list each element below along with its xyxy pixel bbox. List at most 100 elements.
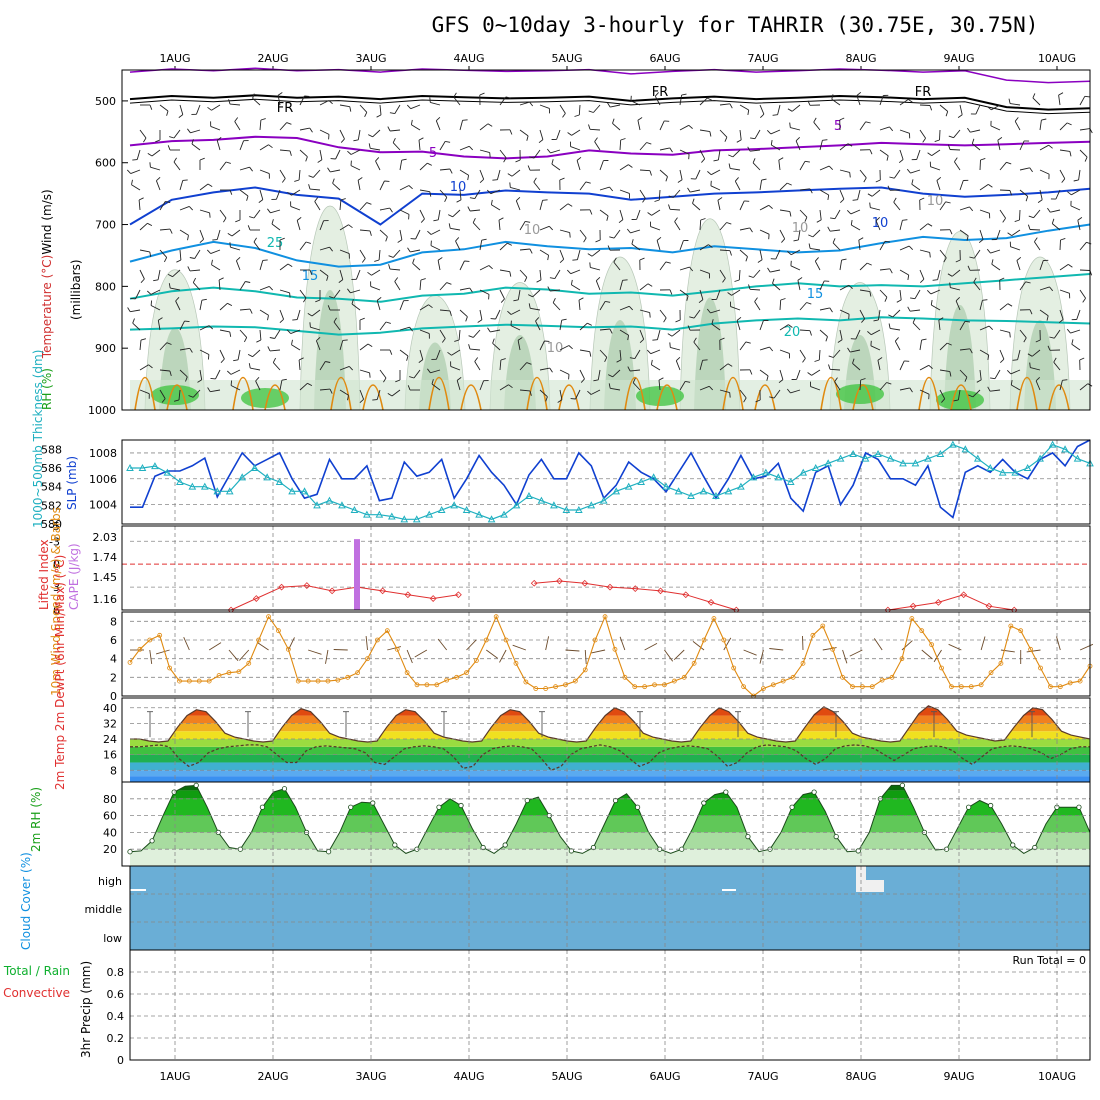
wind-speed-marker: [513, 660, 519, 666]
surface-temp-contour: [852, 384, 874, 411]
wind-barb-flag: [587, 253, 593, 257]
wind-barb-flag: [449, 168, 453, 174]
thickness-marker: [537, 496, 546, 504]
surface-temp-contour: [134, 376, 156, 411]
thickness-marker: [786, 477, 795, 485]
wind-barb-flag: [308, 175, 314, 178]
wind-barb: [910, 169, 921, 174]
wind-barb: [379, 321, 387, 331]
wind-barb: [291, 189, 301, 196]
surface-wind-barb: [1000, 649, 1015, 653]
time-label-bottom-6AUG: 6AUG: [649, 1070, 680, 1083]
wind-barb-flag: [234, 117, 239, 122]
rh-moist-cell: [836, 384, 884, 404]
contour-label-5: 5: [834, 119, 842, 134]
li-marker: [1010, 606, 1018, 614]
wind-barb-flag: [953, 399, 959, 402]
wind-barb: [392, 249, 401, 258]
wind-barb-flag: [728, 163, 731, 169]
wind-barb: [1019, 329, 1027, 339]
wind-barb-flag: [385, 236, 388, 242]
wind-barb-flag: [309, 269, 313, 275]
wind-barb-flag: [1060, 237, 1066, 241]
wind-barb-flag: [189, 257, 195, 259]
wind-barb-flag: [149, 251, 152, 257]
wind-barb: [253, 241, 261, 251]
wind-barb-flag: [969, 206, 974, 212]
wind-speed-marker: [780, 678, 786, 684]
wind-barb-flag: [173, 399, 180, 402]
wind-barb-flag: [187, 235, 189, 241]
wind-barb-flag: [446, 282, 452, 285]
wind-barb-flag: [210, 377, 216, 380]
wind-barb-flag: [766, 129, 772, 135]
wind-barb-flag: [587, 322, 592, 326]
wind-barb-flag: [967, 265, 971, 271]
wind-barb-flag: [567, 203, 573, 207]
wind-barb: [519, 269, 528, 278]
wind-barb-flag: [755, 399, 761, 403]
wind-barb-flag: [167, 145, 171, 151]
wind-barb: [159, 389, 166, 399]
wind-barb: [759, 229, 770, 235]
wind-barb: [639, 189, 646, 199]
surface-wind-barb: [466, 639, 477, 651]
thickness-marker: [487, 515, 496, 523]
rh-marker: [1076, 804, 1082, 810]
wind-barb: [274, 329, 281, 339]
wind-barb: [799, 209, 808, 218]
wind-barb-flag: [448, 214, 453, 218]
wind-barb-flag: [772, 278, 775, 284]
wind-barb: [299, 241, 307, 251]
wind-barb: [410, 104, 421, 110]
wind-barb: [594, 141, 601, 151]
wind-barb-flag: [804, 217, 808, 222]
wind-barb-flag: [481, 238, 487, 241]
wind-barb-flag: [269, 337, 275, 339]
thickness-marker: [574, 505, 583, 513]
temp-tick-40: 40: [103, 702, 117, 715]
wind-barb: [376, 300, 381, 311]
surface-wind-barb: [208, 642, 222, 651]
rh-moist-cell: [151, 385, 199, 405]
wind-barb: [299, 95, 305, 106]
wind-barb: [795, 140, 801, 151]
wind-barb: [930, 166, 941, 171]
rh-tick-80: 80: [103, 793, 117, 806]
wind-barb-flag: [367, 271, 372, 276]
pressure-tick-600: 600: [95, 157, 116, 170]
wind-barb: [275, 189, 281, 200]
wind-barb-flag: [456, 199, 462, 203]
wind-speed-marker: [701, 637, 707, 643]
wind-barb-flag: [922, 138, 926, 143]
wind-barb: [634, 349, 641, 359]
wind-barb-flag: [858, 237, 864, 241]
wind-barb: [899, 360, 905, 371]
wind-barb-flag: [669, 147, 673, 153]
wind-barb-flag: [1032, 93, 1036, 99]
wind-barb-flag: [1077, 217, 1083, 221]
wind-barb: [399, 160, 403, 171]
wind-barb-flag: [247, 353, 253, 358]
wind-barb-flag: [340, 198, 346, 201]
wind-barb: [539, 200, 544, 211]
wind-barb: [775, 249, 781, 260]
temp-band: [130, 776, 1090, 782]
wind-barb: [877, 309, 881, 320]
wind-barb-flag: [268, 286, 274, 291]
wind-barb: [319, 129, 330, 135]
wind-barb: [899, 220, 903, 231]
surface-wind-barb: [849, 649, 863, 657]
wind-barb-flag: [827, 194, 830, 200]
wind-barb-flag: [841, 258, 847, 261]
surface-wind-barb: [256, 641, 269, 651]
wind-barb-flag: [316, 336, 321, 342]
wind-barb: [717, 149, 721, 160]
wind-barb-flag: [268, 144, 273, 149]
wind-barb: [899, 289, 902, 300]
surface-wind-barb: [723, 637, 732, 651]
wind-speed-marker: [276, 628, 281, 634]
li-line: [230, 585, 459, 611]
wind-barb: [216, 229, 221, 240]
